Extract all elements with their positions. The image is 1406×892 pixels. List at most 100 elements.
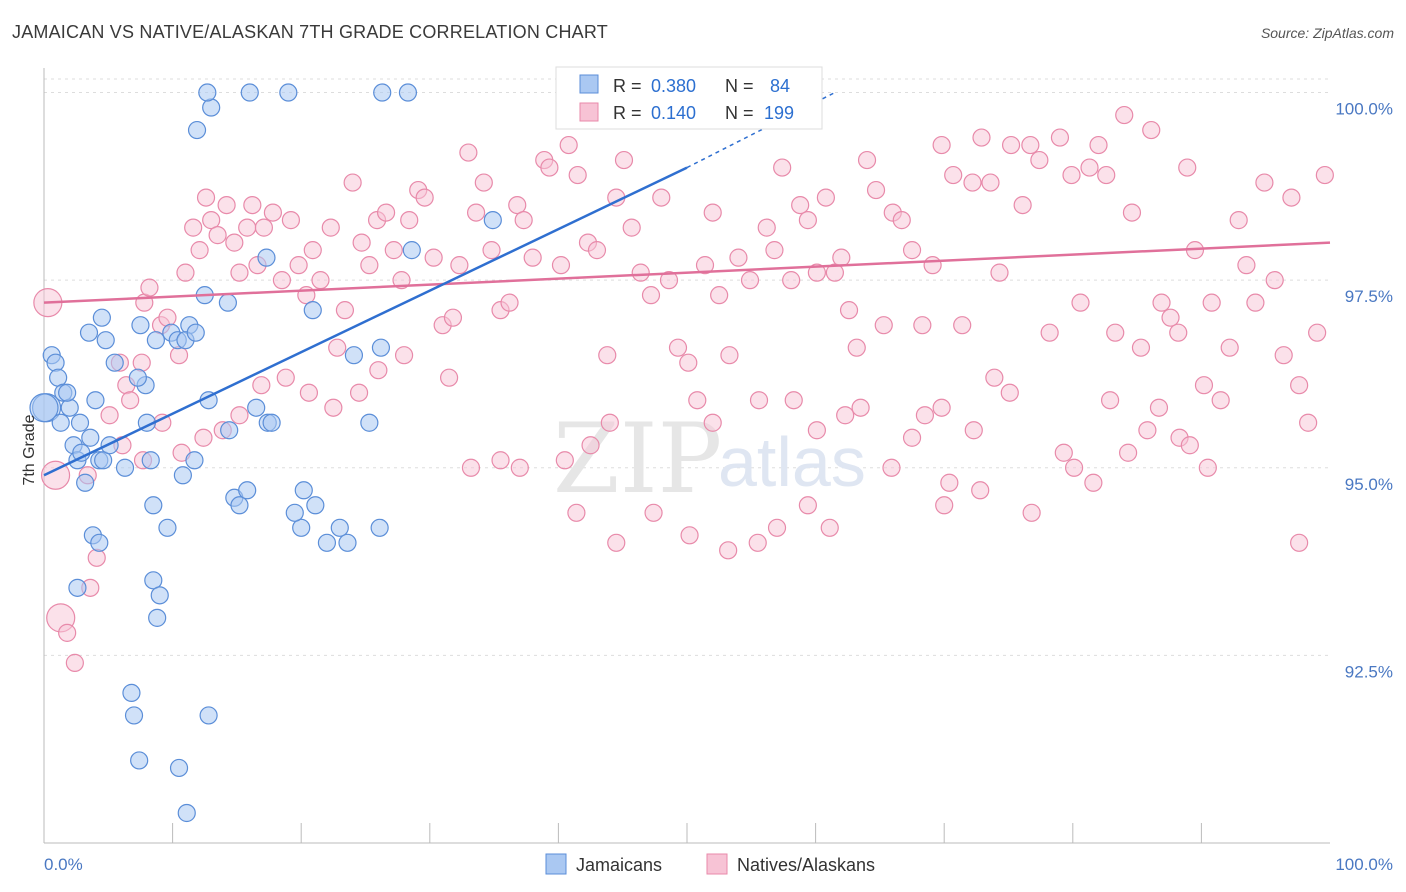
native-point <box>299 383 319 402</box>
jamaican-point <box>46 353 65 372</box>
native-point <box>972 128 991 147</box>
native-point <box>121 391 140 410</box>
native-point <box>202 211 221 230</box>
native-point <box>328 338 347 357</box>
native-point <box>238 218 257 237</box>
native-point <box>816 188 835 207</box>
legend-swatch-jamaicans <box>545 853 567 875</box>
native-point <box>217 195 236 215</box>
native-point <box>659 271 679 290</box>
native-point <box>944 165 963 185</box>
native-point <box>902 428 922 447</box>
native-point <box>1071 293 1090 312</box>
native-point <box>510 458 529 477</box>
native-point <box>1022 503 1041 522</box>
native-point <box>343 173 362 192</box>
native-point <box>281 211 301 230</box>
native-point <box>641 286 661 305</box>
jamaican-point <box>158 518 177 537</box>
native-point <box>614 150 634 170</box>
jamaican-point <box>238 481 257 500</box>
native-point <box>915 406 935 425</box>
jamaican-point <box>92 308 111 327</box>
native-point <box>1138 421 1157 440</box>
jamaican-point <box>60 398 79 417</box>
native-point <box>1030 150 1049 170</box>
native-point <box>439 368 459 387</box>
jamaican-point <box>186 323 205 342</box>
stats-r-value-jamaicans: 0.380 <box>651 76 696 96</box>
jamaican-point <box>94 451 113 470</box>
native-point <box>622 218 641 237</box>
x-tick-label-max: 100.0% <box>1335 855 1393 874</box>
jamaican-point <box>131 316 150 335</box>
native-point <box>913 316 932 335</box>
jamaican-point <box>317 533 337 552</box>
native-point <box>740 271 760 290</box>
native-point <box>773 158 792 177</box>
native-point <box>1084 473 1103 492</box>
stats-r-value-natives: 0.140 <box>651 103 696 123</box>
native-point <box>324 398 343 417</box>
native-point <box>474 173 493 192</box>
native-point <box>1089 135 1108 155</box>
native-point <box>482 241 501 260</box>
native-point <box>276 368 295 387</box>
native-point <box>882 458 901 477</box>
native-point <box>158 308 177 327</box>
jamaican-point <box>148 608 167 627</box>
native-point <box>703 203 722 222</box>
jamaican-point <box>279 83 298 102</box>
stats-swatch-natives <box>579 102 599 122</box>
native-point <box>767 518 787 537</box>
jamaican-point <box>292 518 311 537</box>
native-point <box>1290 376 1309 395</box>
native-point <box>1315 165 1334 185</box>
native-point <box>963 173 982 192</box>
native-point <box>1021 135 1040 155</box>
native-point <box>798 496 817 515</box>
stats-n-value-natives: 199 <box>764 103 794 123</box>
jamaican-point <box>177 803 196 823</box>
jamaican-point <box>86 391 105 410</box>
native-point <box>289 256 308 275</box>
native-point <box>394 346 414 365</box>
native-point <box>581 436 600 455</box>
native-point <box>600 413 619 432</box>
native-point <box>1246 293 1265 312</box>
native-point <box>225 233 244 252</box>
native-point <box>953 316 972 335</box>
stats-n-label-natives: N = <box>725 103 754 123</box>
native-point <box>176 263 195 282</box>
jamaican-point <box>58 383 77 402</box>
native-point <box>349 383 369 402</box>
native-point <box>1080 158 1099 177</box>
native-point <box>748 533 767 552</box>
native-point <box>491 451 510 470</box>
y-axis-title: 7th Grade <box>21 414 38 485</box>
y-tick-label: 100.0% <box>1335 100 1393 119</box>
native-point <box>784 391 803 410</box>
native-point <box>1265 271 1284 290</box>
native-point <box>230 406 249 425</box>
jamaican-point <box>240 83 259 102</box>
jamaican-point <box>173 466 192 485</box>
native-point <box>1220 338 1239 357</box>
axes-layer <box>43 68 1330 844</box>
native-point <box>1001 135 1021 155</box>
native-point <box>695 256 715 275</box>
native-point <box>1299 413 1318 432</box>
native-point <box>514 211 533 230</box>
jamaican-point <box>360 413 379 432</box>
native-point <box>836 406 855 425</box>
native-point <box>392 271 411 290</box>
native-point <box>710 286 729 305</box>
native-point <box>1062 165 1081 185</box>
native-point <box>791 195 810 215</box>
native-point <box>1106 323 1125 342</box>
native-point <box>1122 203 1142 222</box>
jamaican-point <box>198 83 217 102</box>
native-point <box>1161 308 1180 327</box>
y-tick-label: 92.5% <box>1345 662 1393 681</box>
native-point <box>65 653 84 672</box>
